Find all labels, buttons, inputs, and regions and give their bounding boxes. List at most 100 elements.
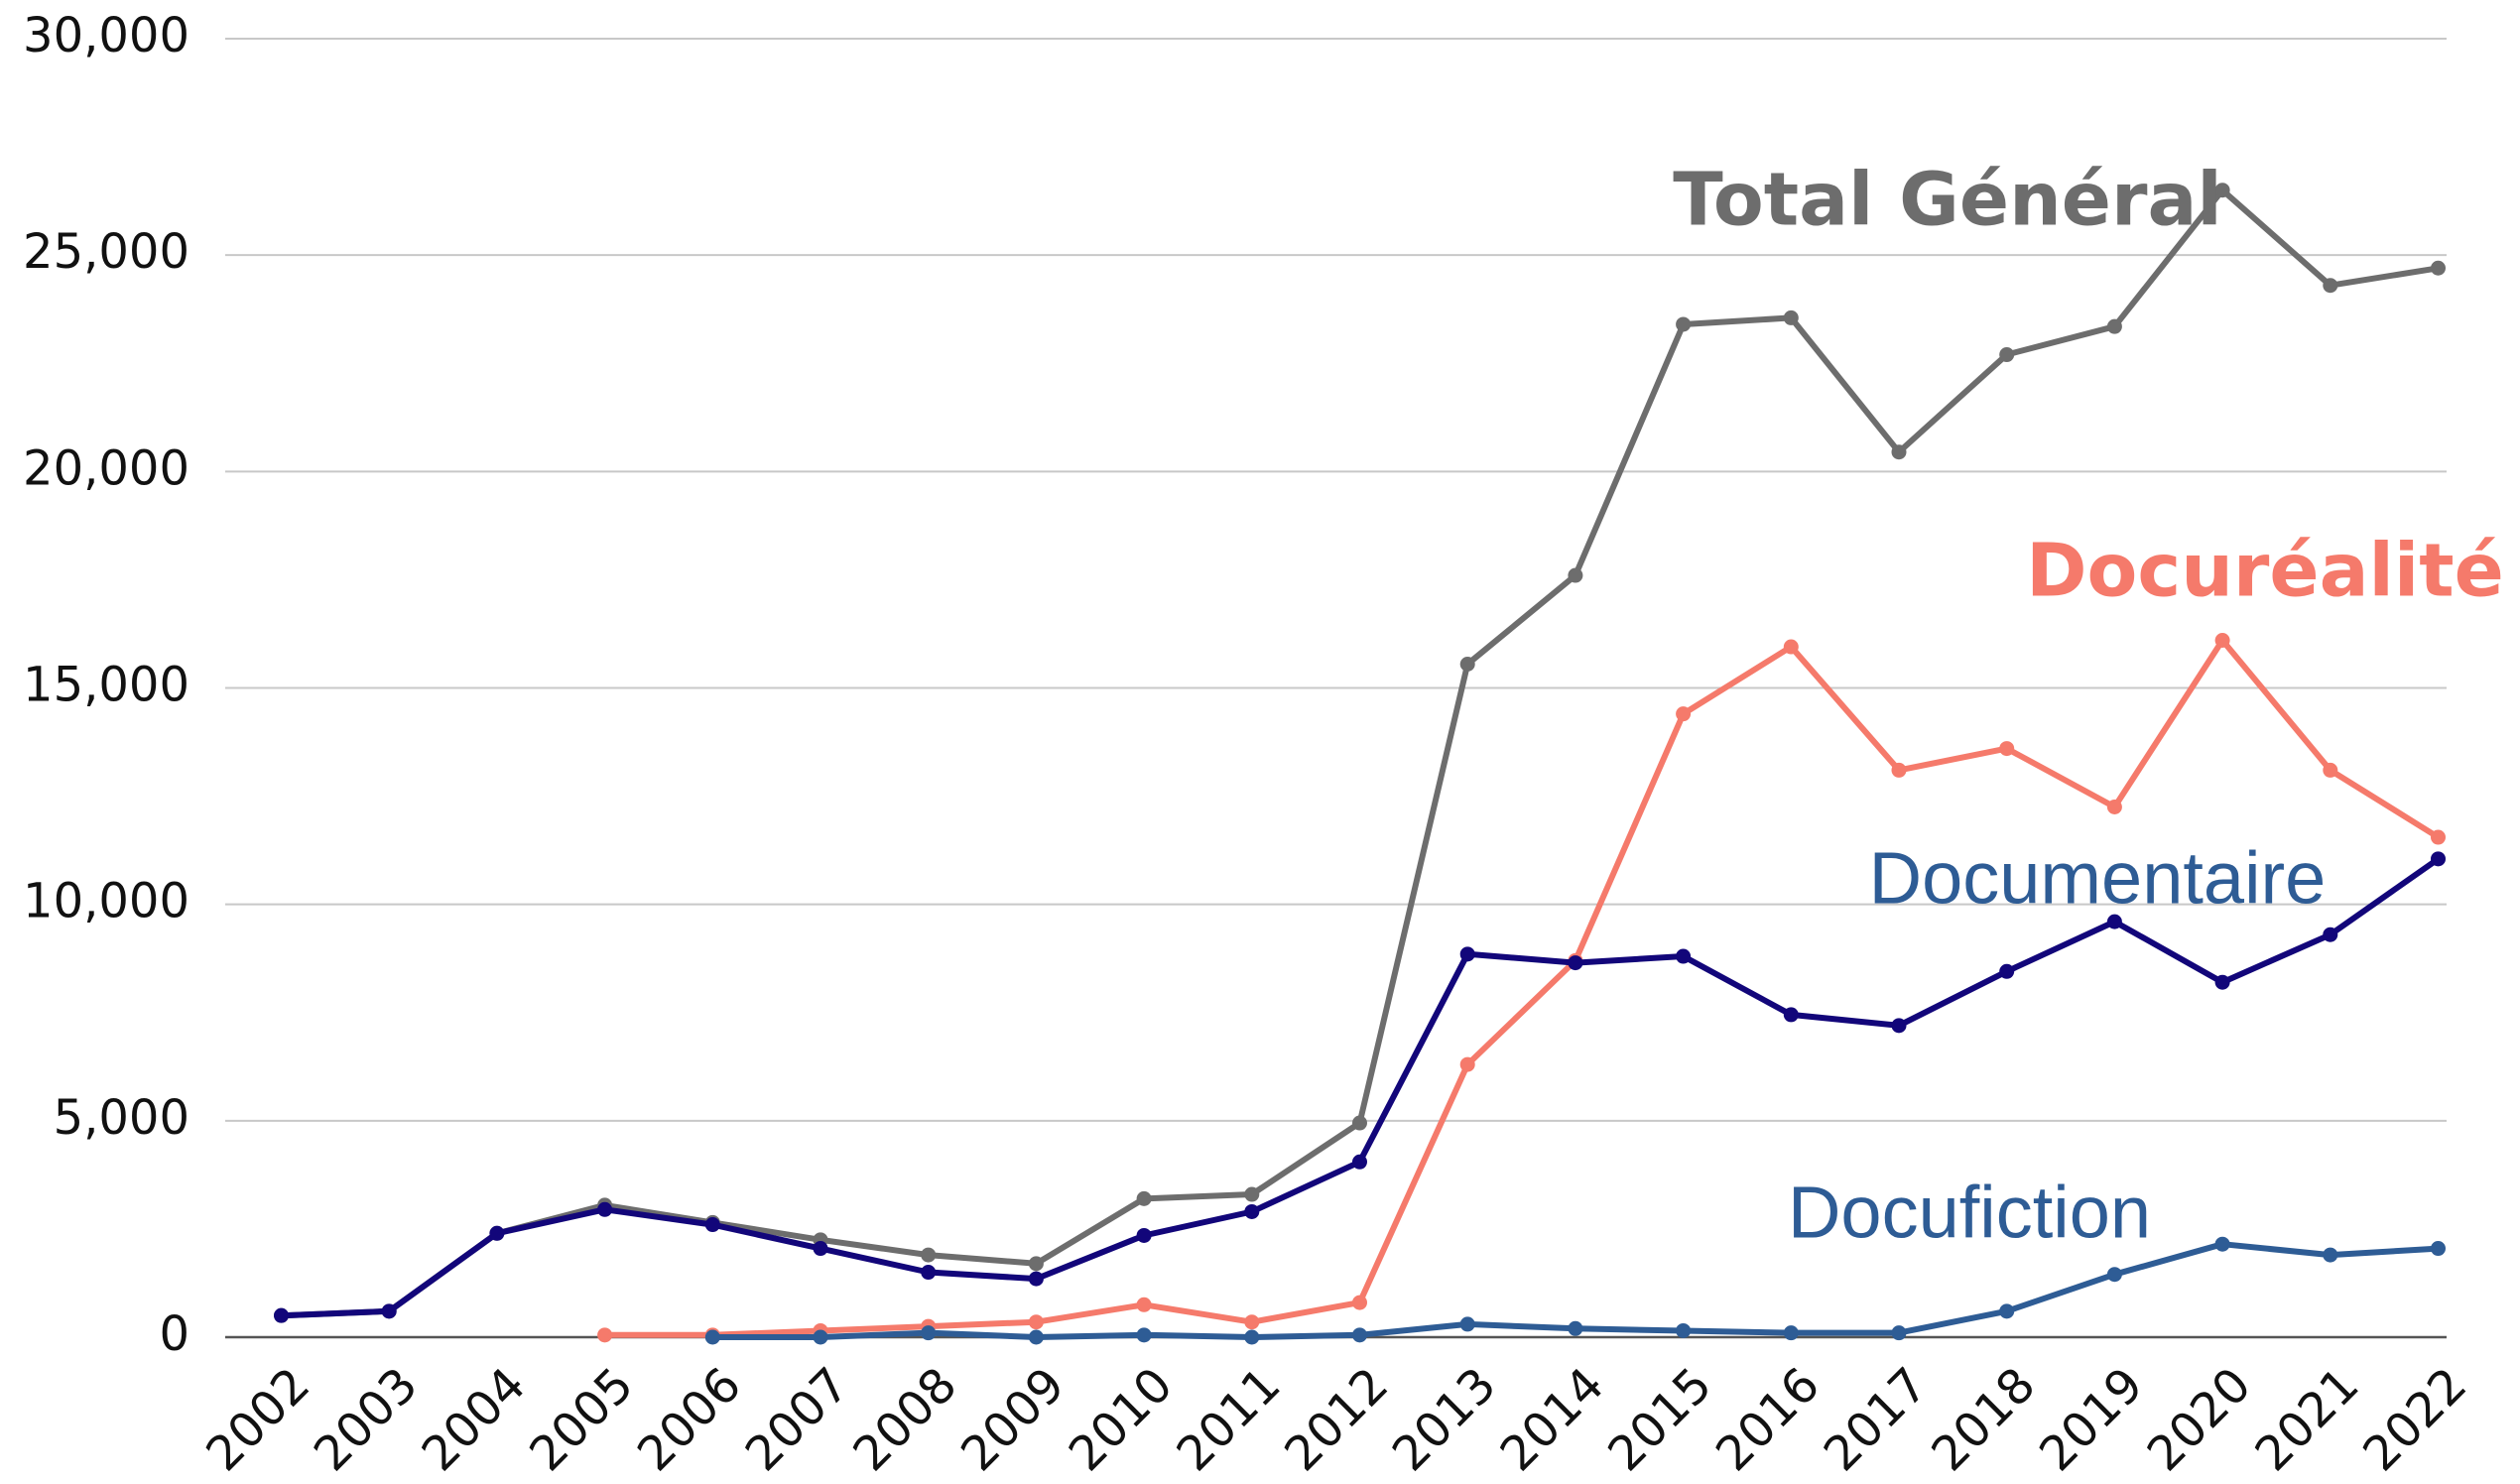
x-tick-label: 2020 — [2137, 1357, 2262, 1482]
data-point — [1568, 1320, 1583, 1336]
data-point — [1459, 657, 1475, 673]
x-tick-label: 2003 — [304, 1357, 429, 1482]
data-point — [1136, 1227, 1152, 1243]
data-point — [813, 1241, 828, 1257]
x-tick-label: 2008 — [842, 1357, 967, 1482]
x-tick-label: 2015 — [1597, 1357, 1722, 1482]
x-tick-label: 2011 — [1167, 1357, 1292, 1482]
data-point — [2106, 914, 2122, 929]
x-tick-label: 2014 — [1490, 1357, 1615, 1482]
data-point — [597, 1201, 613, 1217]
x-tick-label: 2021 — [2245, 1357, 2370, 1482]
data-point — [1568, 567, 1583, 583]
data-point — [2106, 318, 2122, 334]
data-point — [1891, 1325, 1907, 1341]
data-point — [704, 1329, 720, 1345]
data-point — [597, 1327, 613, 1343]
data-point — [2431, 1241, 2446, 1257]
data-point — [2106, 1267, 2122, 1283]
data-point — [1676, 316, 1692, 332]
x-tick-label: 2007 — [735, 1357, 860, 1482]
data-point — [1136, 1327, 1152, 1343]
data-point — [1568, 955, 1583, 971]
data-point — [1244, 1314, 1260, 1330]
data-point — [1783, 639, 1799, 655]
data-point — [2431, 260, 2446, 276]
data-point — [1352, 1295, 1367, 1310]
data-point — [1028, 1271, 1044, 1287]
y-tick-label: 30,000 — [23, 8, 189, 63]
x-tick-label: 2019 — [2029, 1357, 2154, 1482]
series-label: Docuréalité — [2026, 529, 2504, 614]
data-point — [1028, 1256, 1044, 1272]
x-tick-label: 2004 — [412, 1357, 537, 1482]
data-point — [1459, 946, 1475, 962]
data-point — [2431, 851, 2446, 867]
x-tick-label: 2016 — [1705, 1357, 1830, 1482]
data-point — [2323, 278, 2338, 294]
data-point — [921, 1247, 937, 1263]
data-point — [921, 1325, 937, 1341]
x-tick-label: 2018 — [1921, 1357, 2046, 1482]
y-tick-label: 15,000 — [23, 658, 189, 713]
data-point — [1028, 1314, 1044, 1330]
y-tick-label: 10,000 — [23, 874, 189, 929]
data-point — [1352, 1154, 1367, 1170]
data-point — [1676, 1322, 1692, 1338]
series-label: Total Général — [1673, 158, 2222, 243]
data-point — [2214, 183, 2230, 198]
data-point — [274, 1307, 289, 1323]
data-point — [1459, 1056, 1475, 1072]
data-point — [1891, 1018, 1907, 1034]
data-point — [1783, 1325, 1799, 1341]
x-tick-label: 2002 — [195, 1357, 320, 1482]
data-point — [2214, 633, 2230, 649]
data-point — [1999, 963, 2015, 979]
y-tick-label: 0 — [159, 1306, 189, 1362]
series-line — [604, 637, 2441, 1338]
series-line — [281, 186, 2439, 1319]
data-point — [1999, 1303, 2015, 1319]
data-point — [2214, 1236, 2230, 1252]
data-point — [381, 1303, 397, 1319]
x-tick-label: 2013 — [1382, 1357, 1507, 1482]
data-point — [1352, 1327, 1367, 1343]
data-point — [1028, 1329, 1044, 1345]
y-tick-label: 20,000 — [23, 440, 189, 496]
x-tick-label: 2012 — [1274, 1357, 1399, 1482]
x-tick-label: 2009 — [950, 1357, 1075, 1482]
y-tick-label: 25,000 — [23, 224, 189, 280]
series-label: Documentaire — [1869, 837, 2327, 920]
data-point — [1244, 1186, 1260, 1202]
x-tick-label: 2005 — [519, 1357, 644, 1482]
data-point — [1676, 706, 1692, 722]
data-point — [1459, 1316, 1475, 1332]
data-point — [1999, 741, 2015, 757]
data-point — [2106, 799, 2122, 814]
data-point — [2323, 1247, 2338, 1263]
data-point — [2214, 974, 2230, 990]
data-point — [1783, 309, 1799, 325]
data-point — [1136, 1190, 1152, 1206]
data-point — [1136, 1297, 1152, 1312]
data-point — [1783, 1007, 1799, 1023]
data-point — [2323, 762, 2338, 778]
x-tick-label: 2006 — [627, 1357, 752, 1482]
data-point — [2431, 829, 2446, 845]
data-point — [1999, 347, 2015, 363]
y-tick-label: 5,000 — [54, 1090, 189, 1146]
data-point — [704, 1217, 720, 1233]
x-tick-label: 2017 — [1814, 1357, 1939, 1482]
data-point — [2323, 927, 2338, 942]
x-tick-label: 2010 — [1059, 1357, 1184, 1482]
data-point — [813, 1329, 828, 1345]
data-point — [1244, 1329, 1260, 1345]
series-label: Docufiction — [1788, 1172, 2151, 1254]
data-point — [489, 1225, 505, 1241]
x-tick-label: 2022 — [2352, 1357, 2477, 1482]
data-point — [1676, 948, 1692, 964]
data-point — [1352, 1115, 1367, 1131]
data-point — [1891, 762, 1907, 778]
data-point — [1891, 444, 1907, 460]
